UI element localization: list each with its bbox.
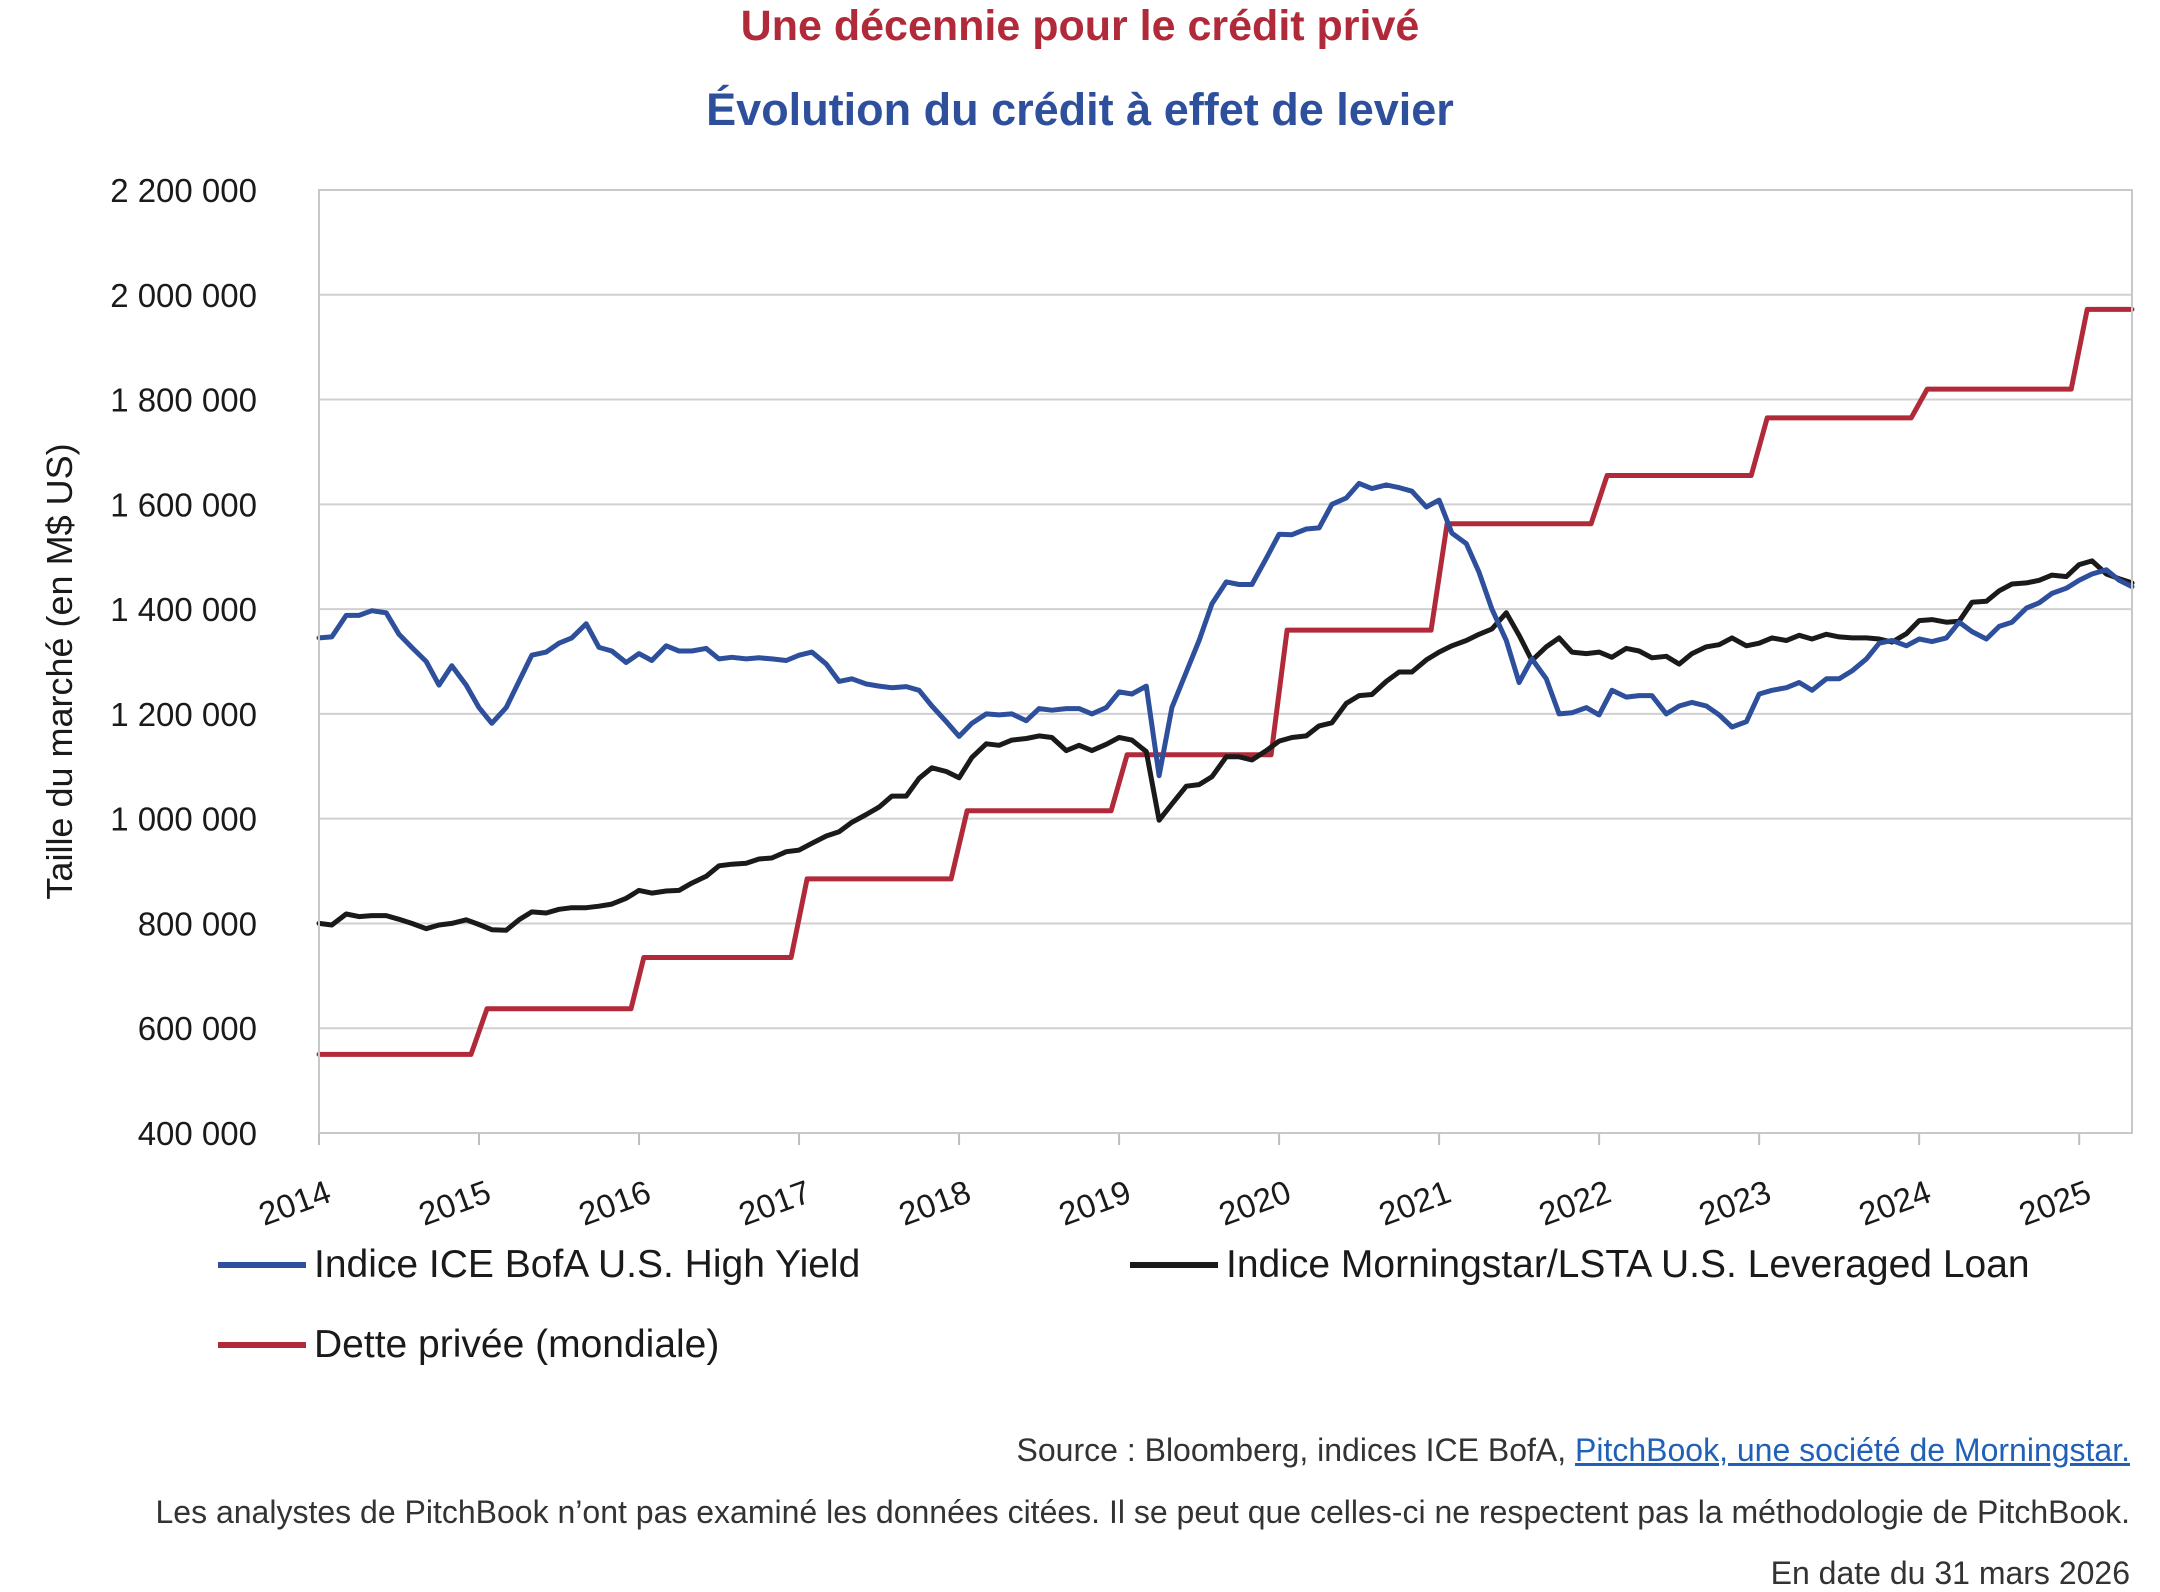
legend-item-private-debt: Dette privée (mondiale) — [218, 1323, 719, 1367]
legend-item-leveraged-loan: Indice Morningstar/LSTA U.S. Leveraged L… — [1130, 1243, 2030, 1287]
x-tick-label: 2018 — [894, 1173, 976, 1233]
series-private-debt-line — [316, 306, 2135, 1057]
legend-item-high-yield: Indice ICE BofA U.S. High Yield — [218, 1243, 860, 1287]
y-tick-label: 400 000 — [138, 1115, 257, 1152]
y-tick-label: 800 000 — [138, 905, 257, 942]
y-tick-label: 1 000 000 — [110, 801, 257, 838]
source-text: Source : Bloomberg, indices ICE BofA, — [1016, 1432, 1576, 1468]
y-tick-label: 2 200 000 — [110, 172, 257, 209]
x-tick-label: 2020 — [1214, 1173, 1296, 1233]
line-chart: 400 000 600 000 800 000 1 000 000 1 200 000 1… — [39, 172, 2135, 1233]
y-axis: 400 000 600 000 800 000 1 000 000 1 200 000 1… — [110, 172, 257, 1152]
legend-label-leveraged-loan: Indice Morningstar/LSTA U.S. Leveraged L… — [1226, 1243, 2030, 1286]
series-group — [316, 306, 2135, 1057]
plot-frame — [318, 189, 2133, 1134]
x-tick-label: 2025 — [2014, 1173, 2096, 1233]
grid-lines — [319, 189, 2132, 1134]
legend-swatch-private-debt — [218, 1342, 306, 1348]
x-tick-label: 2014 — [254, 1173, 336, 1233]
date-note: En date du 31 mars 2026 — [1770, 1555, 2130, 1591]
y-tick-label: 1 600 000 — [110, 486, 257, 523]
series-leveraged-loan-line — [316, 558, 2135, 933]
legend-swatch-leveraged-loan — [1130, 1262, 1218, 1268]
chart-subtitle: Évolution du crédit à effet de levier — [706, 84, 1454, 135]
x-tick-label: 2016 — [574, 1173, 656, 1233]
disclaimer-note: Les analystes de PitchBook n’ont pas exa… — [155, 1494, 2130, 1530]
y-tick-label: 2 000 000 — [110, 277, 257, 314]
pitchbook-link[interactable]: PitchBook, une société de Morningstar. — [1575, 1432, 2130, 1468]
legend-label-private-debt: Dette privée (mondiale) — [314, 1323, 720, 1366]
chart-title: Une décennie pour le crédit privé — [740, 2, 1420, 50]
x-tick-label: 2015 — [414, 1173, 496, 1233]
legend-swatch-high-yield — [218, 1262, 306, 1268]
x-tick-label: 2022 — [1534, 1173, 1616, 1233]
x-axis: 2014 2015 2016 2017 2018 2019 2020 2021 2022 2023… — [254, 1132, 2132, 1233]
y-axis-label: Taille du marché (en M$ US) — [39, 443, 80, 899]
source-note: Source : Bloomberg, indices ICE BofA, Pi… — [1017, 1432, 2130, 1469]
x-tick-label: 2024 — [1854, 1173, 1936, 1233]
y-tick-label: 1 800 000 — [110, 382, 257, 419]
x-tick-label: 2021 — [1374, 1173, 1456, 1233]
x-tick-label: 2023 — [1694, 1173, 1776, 1233]
x-tick-label: 2019 — [1054, 1173, 1136, 1233]
y-tick-label: 1 200 000 — [110, 696, 257, 733]
series-high-yield-line — [316, 480, 2135, 779]
y-tick-label: 1 400 000 — [110, 591, 257, 628]
x-tick-label: 2017 — [734, 1173, 816, 1233]
y-tick-label: 600 000 — [138, 1010, 257, 1047]
legend-label-high-yield: Indice ICE BofA U.S. High Yield — [314, 1243, 861, 1286]
